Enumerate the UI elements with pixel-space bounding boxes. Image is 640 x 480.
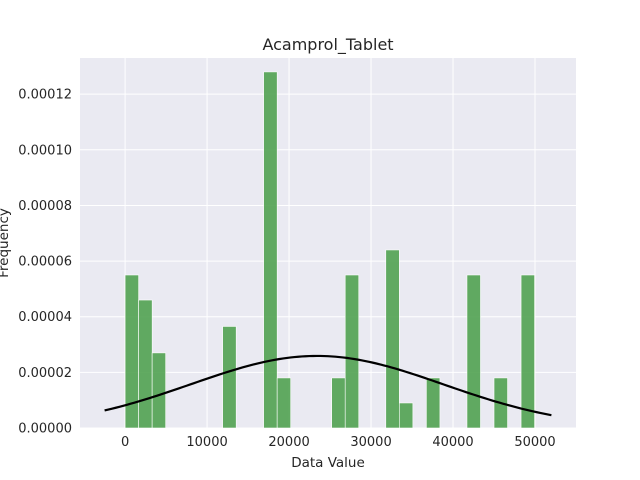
y-tick-label: 0.00000 <box>18 422 72 437</box>
x-tick-label: 0 <box>121 435 129 450</box>
histogram-bar <box>385 249 400 429</box>
histogram-bar <box>263 71 278 429</box>
histogram-bar <box>222 326 237 429</box>
normal-fit-curve <box>104 354 552 417</box>
bars <box>124 71 535 429</box>
y-tick-labels: 0.00000 0.00002 0.00004 0.00006 0.00008 0.000… <box>18 88 72 437</box>
x-tick-label: 40000 <box>432 435 473 450</box>
x-tick-label: 50000 <box>514 435 555 450</box>
histogram-bar <box>344 274 360 429</box>
histogram-bar <box>399 402 414 429</box>
histogram-bar <box>520 274 535 429</box>
chart-title: Acamprol_Tablet <box>262 35 393 55</box>
y-tick-label: 0.00004 <box>18 310 72 325</box>
histogram-bar <box>466 274 481 429</box>
x-tick-label: 30000 <box>350 435 391 450</box>
histogram-bar <box>331 377 346 429</box>
x-tick-label: 20000 <box>268 435 309 450</box>
x-axis-label: Data Value <box>291 455 365 471</box>
y-tick-label: 0.00002 <box>18 366 72 381</box>
histogram-bar <box>138 299 153 429</box>
y-tick-label: 0.00010 <box>18 143 72 158</box>
x-tick-labels: 0 10000 20000 30000 40000 50000 <box>121 435 556 450</box>
histogram-bar <box>151 352 166 429</box>
histogram-bar <box>426 377 441 429</box>
x-tick-label: 10000 <box>186 435 227 450</box>
y-axis-label: Frequency <box>0 208 12 278</box>
histogram-bar <box>276 377 291 429</box>
y-tick-label: 0.00006 <box>18 255 72 270</box>
y-tick-label: 0.00012 <box>18 88 72 103</box>
y-tick-label: 0.00008 <box>18 199 72 214</box>
